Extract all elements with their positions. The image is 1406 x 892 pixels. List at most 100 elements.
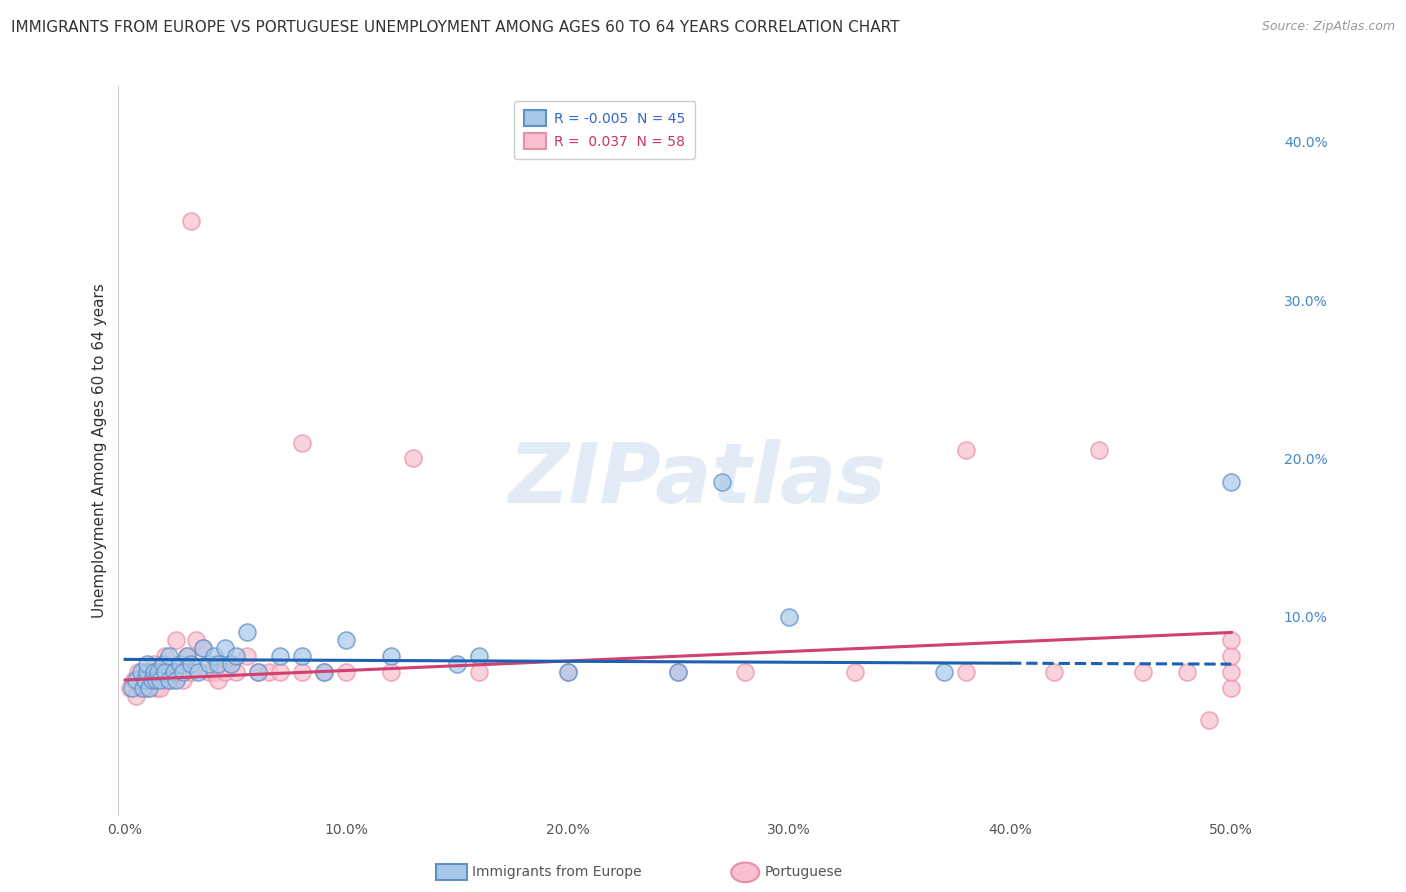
Point (157, 665, 180, 679)
Text: ZIPatlas: ZIPatlas (508, 439, 886, 520)
Y-axis label: Unemployment Among Ages 60 to 64 years: Unemployment Among Ages 60 to 64 years (93, 283, 107, 618)
Point (955, 443, 977, 458)
Point (169, 665, 191, 679)
Point (153, 665, 176, 679)
Point (191, 641, 214, 656)
Point (198, 665, 221, 679)
Point (169, 657, 191, 672)
Text: IMMIGRANTS FROM EUROPE VS PORTUGUESE UNEMPLOYMENT AMONG AGES 60 TO 64 YEARS CORR: IMMIGRANTS FROM EUROPE VS PORTUGUESE UNE… (11, 20, 900, 35)
Point (134, 665, 156, 679)
Point (132, 673, 155, 687)
Point (118, 681, 141, 695)
Text: Immigrants from Europe: Immigrants from Europe (472, 865, 643, 880)
Point (219, 657, 242, 672)
Point (1132, 665, 1154, 679)
Point (125, 689, 148, 703)
Point (214, 665, 236, 679)
Point (557, 665, 579, 679)
Point (163, 665, 186, 679)
Point (152, 657, 174, 672)
Point (141, 673, 163, 687)
Point (145, 681, 167, 695)
Point (165, 673, 187, 687)
Point (314, 665, 336, 679)
Point (142, 657, 165, 672)
Point (167, 665, 190, 679)
Point (153, 649, 176, 664)
Point (214, 641, 236, 656)
Point (172, 673, 194, 687)
Point (172, 665, 194, 679)
Point (207, 657, 229, 672)
Point (198, 657, 221, 672)
Point (955, 665, 977, 679)
Text: Source: ZipAtlas.com: Source: ZipAtlas.com (1261, 20, 1395, 33)
Point (180, 214, 202, 228)
Point (225, 649, 247, 664)
Point (141, 673, 163, 687)
Point (202, 665, 225, 679)
Point (380, 665, 402, 679)
Text: Portuguese: Portuguese (765, 865, 844, 880)
Point (1220, 649, 1243, 664)
Point (149, 673, 172, 687)
Point (129, 681, 152, 695)
Point (127, 665, 149, 679)
Point (932, 665, 955, 679)
Point (180, 657, 202, 672)
Point (156, 673, 179, 687)
Point (225, 665, 247, 679)
Point (666, 665, 689, 679)
Point (844, 665, 866, 679)
Point (734, 665, 756, 679)
Point (314, 665, 336, 679)
Point (149, 681, 172, 695)
Point (165, 633, 187, 648)
Point (666, 665, 689, 679)
Point (1175, 665, 1198, 679)
Point (1220, 681, 1243, 695)
Point (136, 681, 159, 695)
Point (291, 665, 314, 679)
Point (778, 609, 800, 624)
Point (152, 657, 174, 672)
Point (176, 649, 198, 664)
Point (1198, 713, 1220, 727)
Point (136, 657, 159, 672)
Point (1220, 475, 1243, 489)
Point (163, 665, 186, 679)
Point (132, 681, 155, 695)
Point (207, 673, 229, 687)
Point (138, 681, 160, 695)
Point (269, 649, 291, 664)
Point (335, 665, 357, 679)
Point (711, 475, 734, 489)
Point (1220, 665, 1243, 679)
Point (122, 673, 145, 687)
Point (380, 649, 402, 664)
Point (402, 451, 425, 466)
Point (257, 665, 280, 679)
Point (291, 435, 314, 450)
Point (468, 649, 491, 664)
Point (446, 657, 468, 672)
Legend: R = -0.005  N = 45, R =  0.037  N = 58: R = -0.005 N = 45, R = 0.037 N = 58 (513, 101, 695, 159)
Point (121, 681, 143, 695)
Point (246, 665, 269, 679)
Point (145, 673, 167, 687)
Point (134, 673, 156, 687)
Point (187, 665, 209, 679)
Point (1043, 665, 1066, 679)
Point (291, 649, 314, 664)
Point (176, 649, 198, 664)
Point (125, 673, 148, 687)
Point (160, 673, 183, 687)
Point (236, 625, 259, 640)
Point (246, 665, 269, 679)
Point (142, 665, 165, 679)
Point (335, 633, 357, 648)
Point (184, 633, 207, 648)
Point (1220, 633, 1243, 648)
Point (202, 649, 225, 664)
Point (557, 665, 579, 679)
